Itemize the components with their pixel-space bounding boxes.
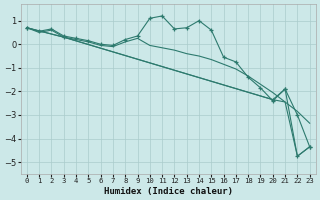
X-axis label: Humidex (Indice chaleur): Humidex (Indice chaleur) xyxy=(104,187,233,196)
